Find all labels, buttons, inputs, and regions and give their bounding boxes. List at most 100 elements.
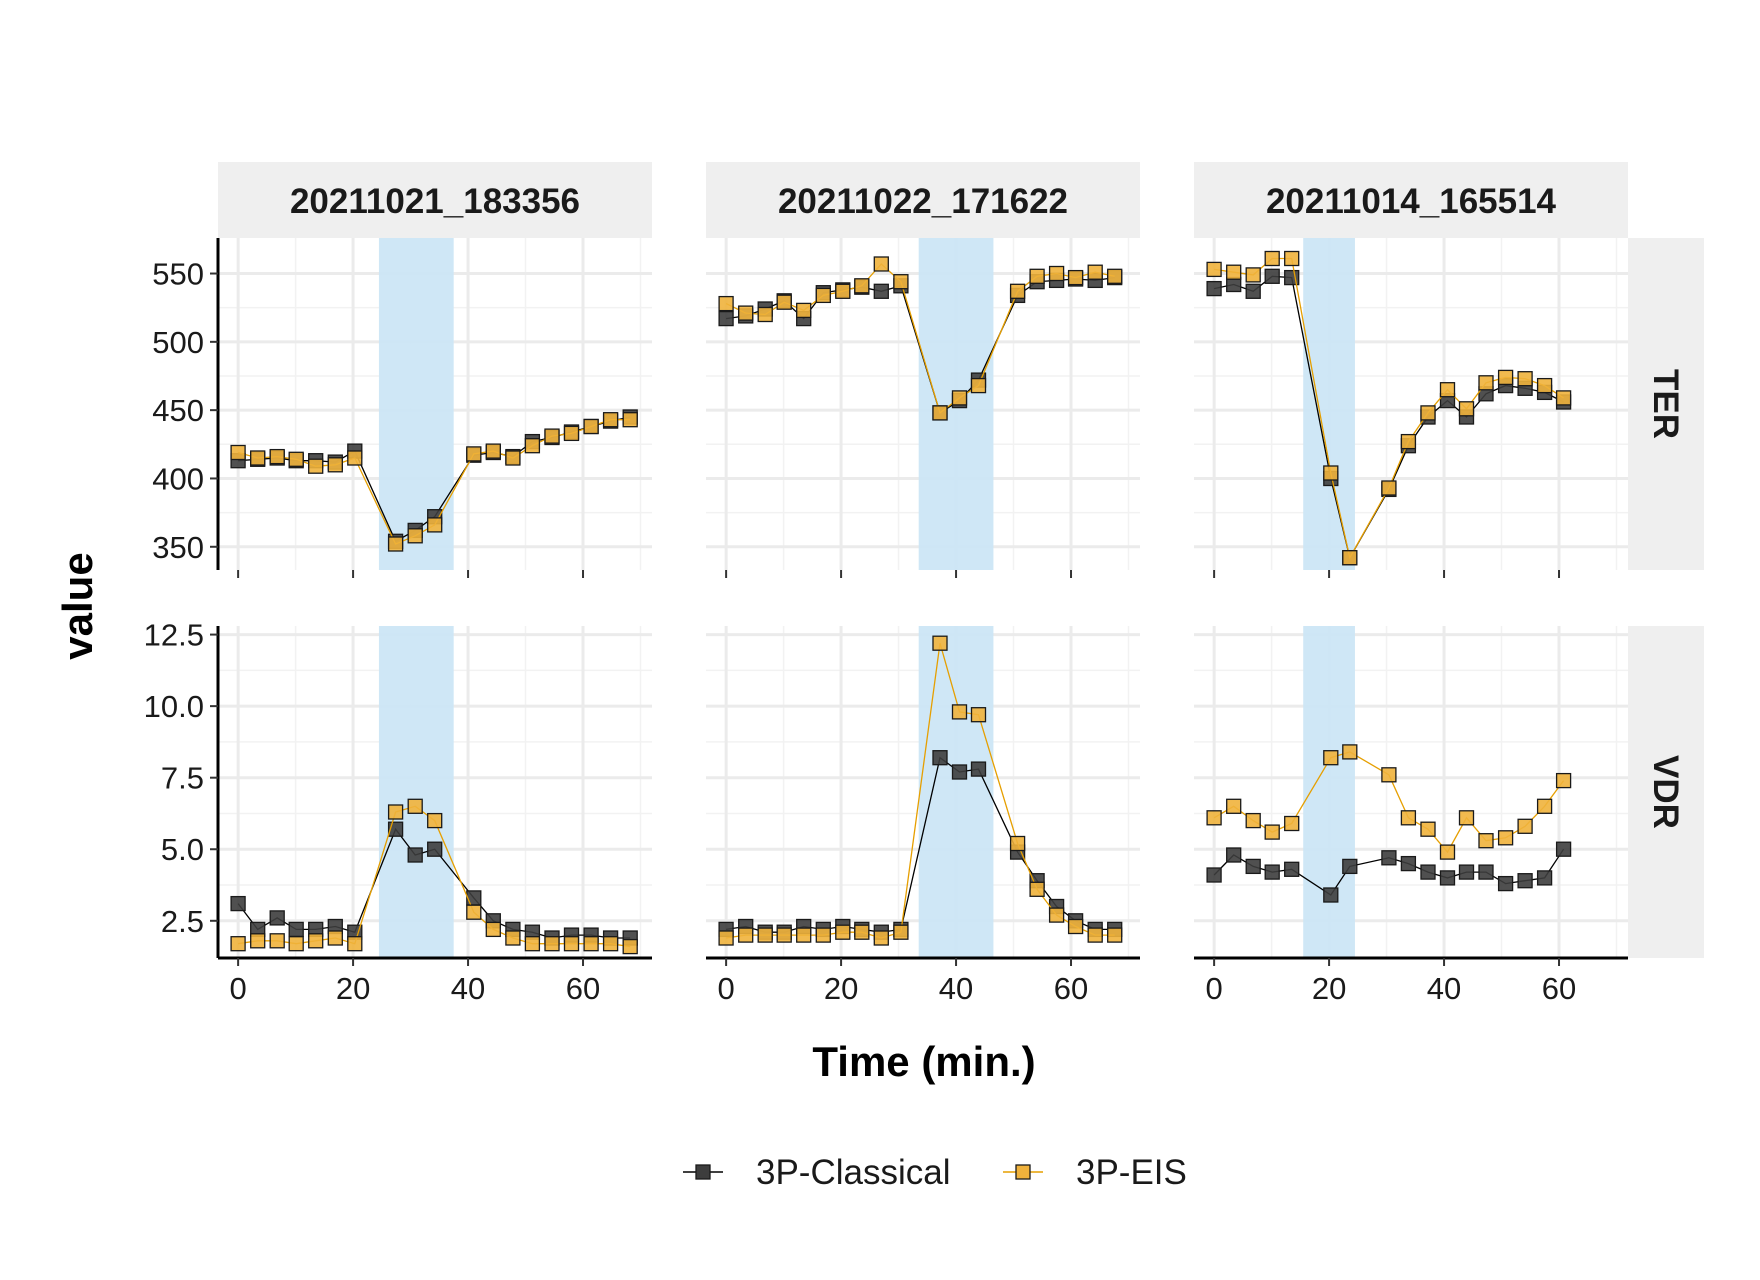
strip-right-1 [1628, 626, 1704, 958]
point-3P-EIS [1226, 264, 1242, 280]
point-3P-EIS [854, 924, 870, 940]
point-3P-EIS [718, 930, 734, 946]
point-3P-EIS [524, 936, 541, 952]
series-line-3P-Classical [1213, 275, 1564, 560]
point-3P-EIS [970, 707, 987, 723]
y-tick-label: 2.5 [161, 904, 204, 939]
point-3P-EIS [757, 927, 773, 943]
point-3P-Classical [1439, 870, 1456, 886]
point-3P-EIS [327, 930, 343, 946]
point-3P-EIS [407, 798, 423, 814]
point-3P-EIS [1245, 812, 1261, 829]
point-3P-EIS [288, 451, 304, 467]
strip-top-0 [218, 162, 652, 238]
point-3P-EIS [1478, 375, 1494, 391]
point-3P-Classical [387, 821, 404, 837]
point-3P-EIS [1067, 269, 1084, 286]
point-3P-EIS [776, 294, 792, 310]
point-3P-Classical [1400, 855, 1417, 872]
point-3P-EIS [1458, 401, 1475, 417]
point-3P-EIS [1497, 369, 1514, 386]
point-3P-Classical [1497, 875, 1514, 892]
panel-20211022_171622-VDR [706, 626, 1140, 958]
point-3P-EIS [1420, 821, 1436, 837]
point-3P-EIS [308, 458, 324, 474]
y-tick-label: 350 [152, 530, 204, 565]
point-3P-EIS [854, 278, 870, 294]
point-3P-Classical [951, 764, 968, 780]
point-3P-EIS [1342, 550, 1358, 566]
point-3P-EIS [951, 390, 968, 406]
x-tick-label: 40 [1427, 971, 1461, 1006]
strip-label-20211014_165514: 20211014_165514 [1266, 182, 1557, 221]
strip-right-0 [1628, 238, 1704, 570]
point-3P-Classical [970, 761, 987, 777]
point-3P-Classical [230, 895, 246, 912]
point-3P-Classical [1245, 858, 1261, 875]
point-3P-Classical [466, 890, 482, 906]
point-3P-Classical [427, 841, 443, 857]
y-tick-label: 400 [152, 461, 204, 496]
x-tick-label: 0 [1205, 971, 1222, 1006]
point-3P-Classical [1206, 867, 1222, 883]
y-tick-label: 7.5 [161, 761, 204, 796]
point-3P-EIS [893, 274, 909, 290]
point-3P-EIS [1400, 433, 1417, 450]
x-tick-label: 40 [451, 971, 485, 1006]
point-3P-EIS [738, 927, 754, 943]
point-3P-EIS [1517, 371, 1533, 387]
stimulus-window [918, 626, 994, 958]
point-3P-Classical [1264, 268, 1280, 284]
point-3P-EIS [1458, 810, 1475, 826]
point-3P-Classical [1536, 870, 1553, 886]
panel-20211022_171622-TER [706, 238, 1140, 570]
point-3P-EIS [1323, 465, 1339, 481]
point-3P-EIS [544, 428, 560, 444]
point-3P-EIS [427, 812, 443, 829]
legend-item-3P-EIS: 3P-EIS [1003, 1153, 1187, 1192]
point-3P-Classical [1555, 841, 1572, 857]
point-3P-Classical [873, 283, 889, 299]
y-tick-label: 450 [152, 393, 204, 428]
point-3P-EIS [757, 306, 773, 323]
point-3P-Classical [1381, 850, 1397, 866]
point-3P-EIS [1555, 772, 1572, 789]
point-3P-EIS [1206, 810, 1222, 826]
x-tick-label: 60 [1542, 971, 1576, 1006]
point-3P-EIS [427, 517, 443, 533]
x-tick-label: 60 [1054, 971, 1088, 1006]
point-3P-EIS [1536, 798, 1553, 814]
point-3P-EIS [1381, 767, 1397, 783]
point-3P-EIS [1478, 833, 1494, 849]
point-3P-EIS [1107, 927, 1123, 943]
point-3P-EIS [932, 405, 948, 421]
point-3P-EIS [544, 936, 560, 952]
point-3P-EIS [387, 536, 404, 552]
point-3P-EIS [1323, 750, 1339, 766]
point-3P-Classical [718, 310, 734, 327]
point-3P-EIS [583, 418, 599, 435]
x-tick-label: 20 [1312, 971, 1346, 1006]
point-3P-EIS [1420, 405, 1436, 421]
point-3P-EIS [1029, 881, 1045, 897]
panel-20211014_165514-TER [1194, 238, 1628, 570]
point-3P-EIS [230, 936, 246, 952]
point-3P-EIS [1536, 377, 1553, 394]
point-3P-EIS [230, 444, 246, 461]
point-3P-EIS [815, 927, 831, 943]
point-3P-Classical [1478, 864, 1494, 880]
stimulus-window [378, 238, 454, 570]
point-3P-EIS [466, 446, 482, 462]
point-3P-EIS [932, 635, 948, 651]
point-3P-EIS [347, 936, 363, 952]
point-3P-Classical [1226, 847, 1242, 863]
point-3P-EIS [327, 457, 343, 473]
point-3P-Classical [1323, 887, 1339, 903]
strip-label-TER: TER [1646, 369, 1685, 439]
point-3P-EIS [1107, 268, 1123, 284]
point-3P-EIS [563, 425, 580, 442]
point-3P-Classical [1517, 873, 1533, 889]
point-3P-EIS [1087, 927, 1103, 943]
point-3P-EIS [1264, 250, 1280, 267]
panel-20211021_183356-VDR [218, 626, 652, 958]
